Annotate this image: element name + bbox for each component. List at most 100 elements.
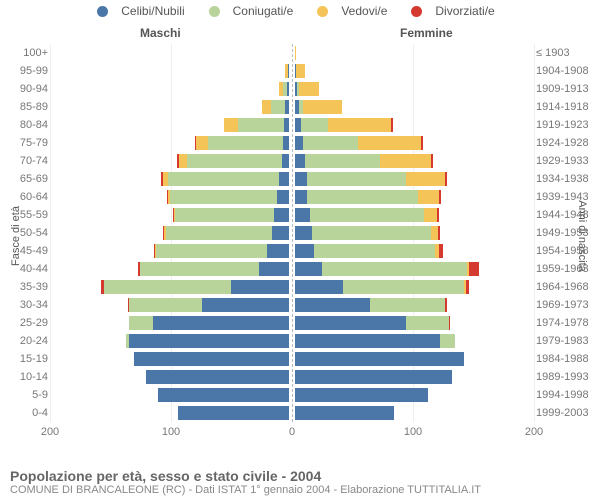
bar-segment (439, 190, 441, 204)
bar-segment (370, 298, 445, 312)
legend-item: Vedovi/e (317, 4, 395, 18)
age-label: 80-84 (2, 116, 48, 134)
bar-segment (129, 316, 153, 330)
age-row: 0-4 1999-2003 (0, 404, 600, 422)
female-bar (295, 208, 439, 222)
bar-segment (208, 136, 283, 150)
age-label: 30-34 (2, 296, 48, 314)
age-label: 95-99 (2, 62, 48, 80)
age-row: 30-34 1969-1973 (0, 296, 600, 314)
bar-segment (439, 244, 443, 258)
female-bar (295, 172, 447, 186)
legend-item: Coniugati/e (209, 4, 302, 18)
bar-segment (418, 190, 439, 204)
female-bar (295, 64, 305, 78)
age-label: 10-14 (2, 368, 48, 386)
bar-segment (305, 154, 380, 168)
male-bar (262, 100, 289, 114)
age-row: 75-79 1924-1928 (0, 134, 600, 152)
age-label: 0-4 (2, 404, 48, 422)
bar-segment (170, 190, 276, 204)
x-axis: 2001000100200 (0, 426, 600, 446)
bar-segment (287, 82, 289, 96)
bar-segment (196, 136, 208, 150)
age-label: 75-79 (2, 134, 48, 152)
bar-segment (299, 82, 320, 96)
female-bar (295, 370, 452, 384)
bar-segment (431, 154, 433, 168)
female-bar (295, 154, 433, 168)
bar-segment (295, 316, 406, 330)
bar-segment (224, 118, 239, 132)
bar-segment (343, 280, 464, 294)
bar-segment (272, 226, 289, 240)
age-row: 85-89 1914-1918 (0, 98, 600, 116)
bar-segment (282, 154, 289, 168)
age-label: 20-24 (2, 332, 48, 350)
birth-year-label: 1929-1933 (536, 152, 598, 170)
birth-year-label: 1999-2003 (536, 404, 598, 422)
female-bar (295, 82, 319, 96)
birth-year-label: 1959-1963 (536, 260, 598, 278)
male-bar (178, 406, 289, 420)
age-row: 55-59 1944-1948 (0, 206, 600, 224)
bar-segment (421, 136, 423, 150)
birth-year-label: 1954-1958 (536, 242, 598, 260)
bar-segment (295, 154, 305, 168)
male-bar (167, 190, 289, 204)
legend-label: Divorziati/e (435, 4, 494, 18)
age-row: 40-44 1959-1963 (0, 260, 600, 278)
bar-segment (295, 298, 370, 312)
x-tick: 200 (525, 426, 543, 438)
female-bar (295, 280, 469, 294)
female-bar (295, 100, 342, 114)
male-bar (158, 388, 289, 402)
bar-segment (179, 154, 187, 168)
bar-segment (445, 172, 447, 186)
bar-segment (438, 226, 440, 240)
female-bar (295, 46, 296, 60)
x-tick: 100 (404, 426, 422, 438)
age-row: 20-24 1979-1983 (0, 332, 600, 350)
bar-segment (295, 262, 322, 276)
legend-item: Celibi/Nubili (97, 4, 192, 18)
bar-segment (156, 244, 267, 258)
legend-swatch (209, 6, 220, 17)
bar-segment (295, 208, 310, 222)
legend-swatch (411, 6, 422, 17)
bar-segment (466, 280, 470, 294)
bar-segment (274, 208, 289, 222)
bar-segment (295, 172, 307, 186)
birth-year-label: 1974-1978 (536, 314, 598, 332)
age-label: 35-39 (2, 278, 48, 296)
bar-segment (307, 190, 418, 204)
bar-segment (231, 280, 289, 294)
x-tick: 200 (41, 426, 59, 438)
legend-swatch (317, 6, 328, 17)
chart-subtitle: COMUNE DI BRANCALEONE (RC) - Dati ISTAT … (10, 484, 481, 496)
bar-segment (424, 208, 436, 222)
male-bar (134, 352, 289, 366)
bar-segment (295, 352, 464, 366)
bar-segment (449, 316, 450, 330)
bar-segment (303, 100, 342, 114)
left-column-header: Maschi (140, 26, 181, 40)
age-row: 15-19 1984-1988 (0, 350, 600, 368)
age-label: 45-49 (2, 242, 48, 260)
legend-label: Celibi/Nubili (121, 4, 184, 18)
age-row: 80-84 1919-1923 (0, 116, 600, 134)
bar-segment (277, 190, 289, 204)
male-bar (128, 298, 289, 312)
male-bar (101, 280, 289, 294)
legend-swatch (97, 6, 108, 17)
male-bar (195, 136, 289, 150)
birth-year-label: 1989-1993 (536, 368, 598, 386)
bar-segment (134, 352, 289, 366)
bar-segment (284, 118, 289, 132)
bar-segment (303, 136, 357, 150)
birth-year-label: 1919-1923 (536, 116, 598, 134)
bar-segment (406, 172, 445, 186)
male-bar (173, 208, 289, 222)
bar-segment (295, 370, 452, 384)
female-bar (295, 118, 393, 132)
